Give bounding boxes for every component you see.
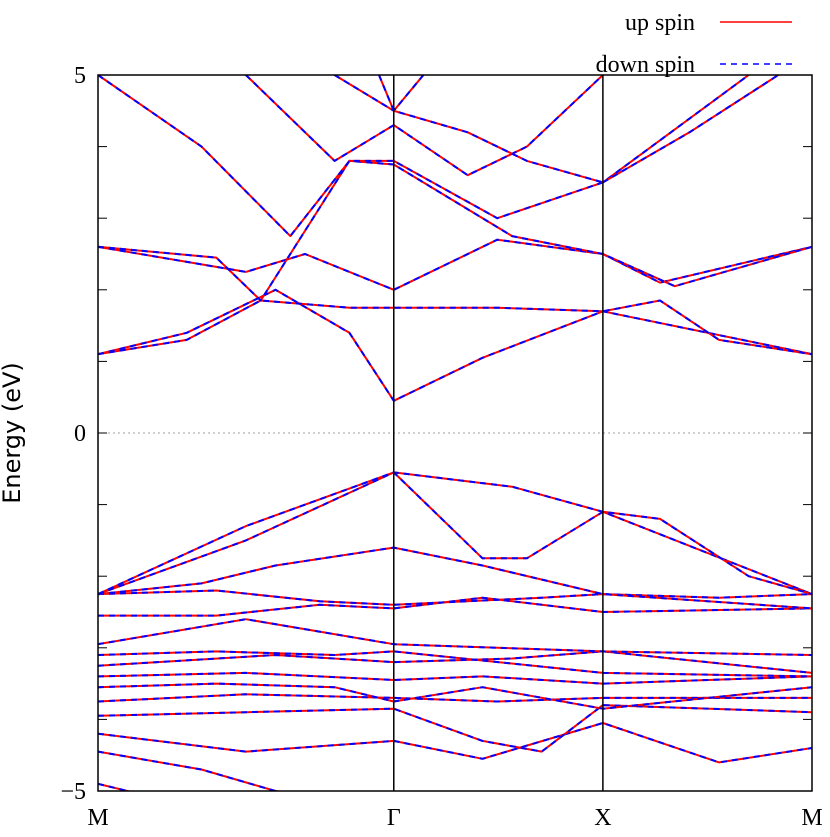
legend: up spin down spin — [596, 10, 792, 78]
band-down-8 — [98, 650, 812, 678]
band-up-13 — [98, 471, 812, 596]
band-down-22 — [378, 75, 604, 184]
band-down-17 — [98, 238, 812, 291]
bands-layer — [98, 75, 812, 791]
xtick-label-3: M — [801, 805, 822, 831]
band-down-1 — [98, 750, 284, 791]
xtick-label-1: Γ — [387, 805, 401, 831]
band-down-4 — [98, 693, 812, 703]
band-up-8 — [98, 650, 812, 678]
band-up-18 — [98, 159, 812, 302]
legend-label-1: down spin — [596, 52, 695, 78]
band-down-14 — [98, 471, 812, 596]
band-down-6 — [98, 671, 812, 685]
band-up-2 — [98, 722, 812, 764]
band-down-23 — [602, 75, 779, 184]
legend-label-0: up spin — [625, 10, 695, 36]
ytick-label-0: −5 — [60, 779, 86, 805]
ytick-label-2: 5 — [74, 63, 86, 89]
band-down-12 — [98, 546, 812, 610]
band-down-18 — [98, 159, 812, 302]
band-down-7 — [98, 650, 812, 674]
xtick-label-2: X — [594, 805, 611, 831]
band-down-11 — [98, 589, 812, 606]
band-down-20 — [245, 75, 604, 177]
band-up-9 — [98, 618, 812, 656]
y-axis-label: Energy (eV) — [0, 362, 26, 504]
band-down-3 — [98, 704, 812, 753]
band-up-0 — [98, 782, 132, 791]
ytick-label-1: 0 — [74, 421, 86, 447]
xtick-label-0: M — [87, 805, 108, 831]
band-up-23 — [602, 75, 779, 184]
band-down-16 — [98, 299, 812, 356]
y-tick-labels: −5 0 5 — [60, 63, 86, 805]
band-up-17 — [98, 238, 812, 291]
band-up-3 — [98, 704, 812, 753]
band-up-21 — [334, 75, 425, 112]
plot-frame — [97, 74, 813, 792]
band-down-9 — [98, 618, 812, 656]
band-up-14 — [98, 471, 812, 596]
high-symmetry-lines — [393, 75, 604, 791]
band-down-2 — [98, 722, 812, 764]
band-down-21 — [334, 75, 425, 112]
band-up-22 — [378, 75, 604, 184]
band-down-15 — [98, 288, 812, 402]
band-up-12 — [98, 546, 812, 610]
band-up-15 — [98, 288, 812, 402]
band-down-19 — [98, 75, 750, 238]
band-down-13 — [98, 471, 812, 596]
